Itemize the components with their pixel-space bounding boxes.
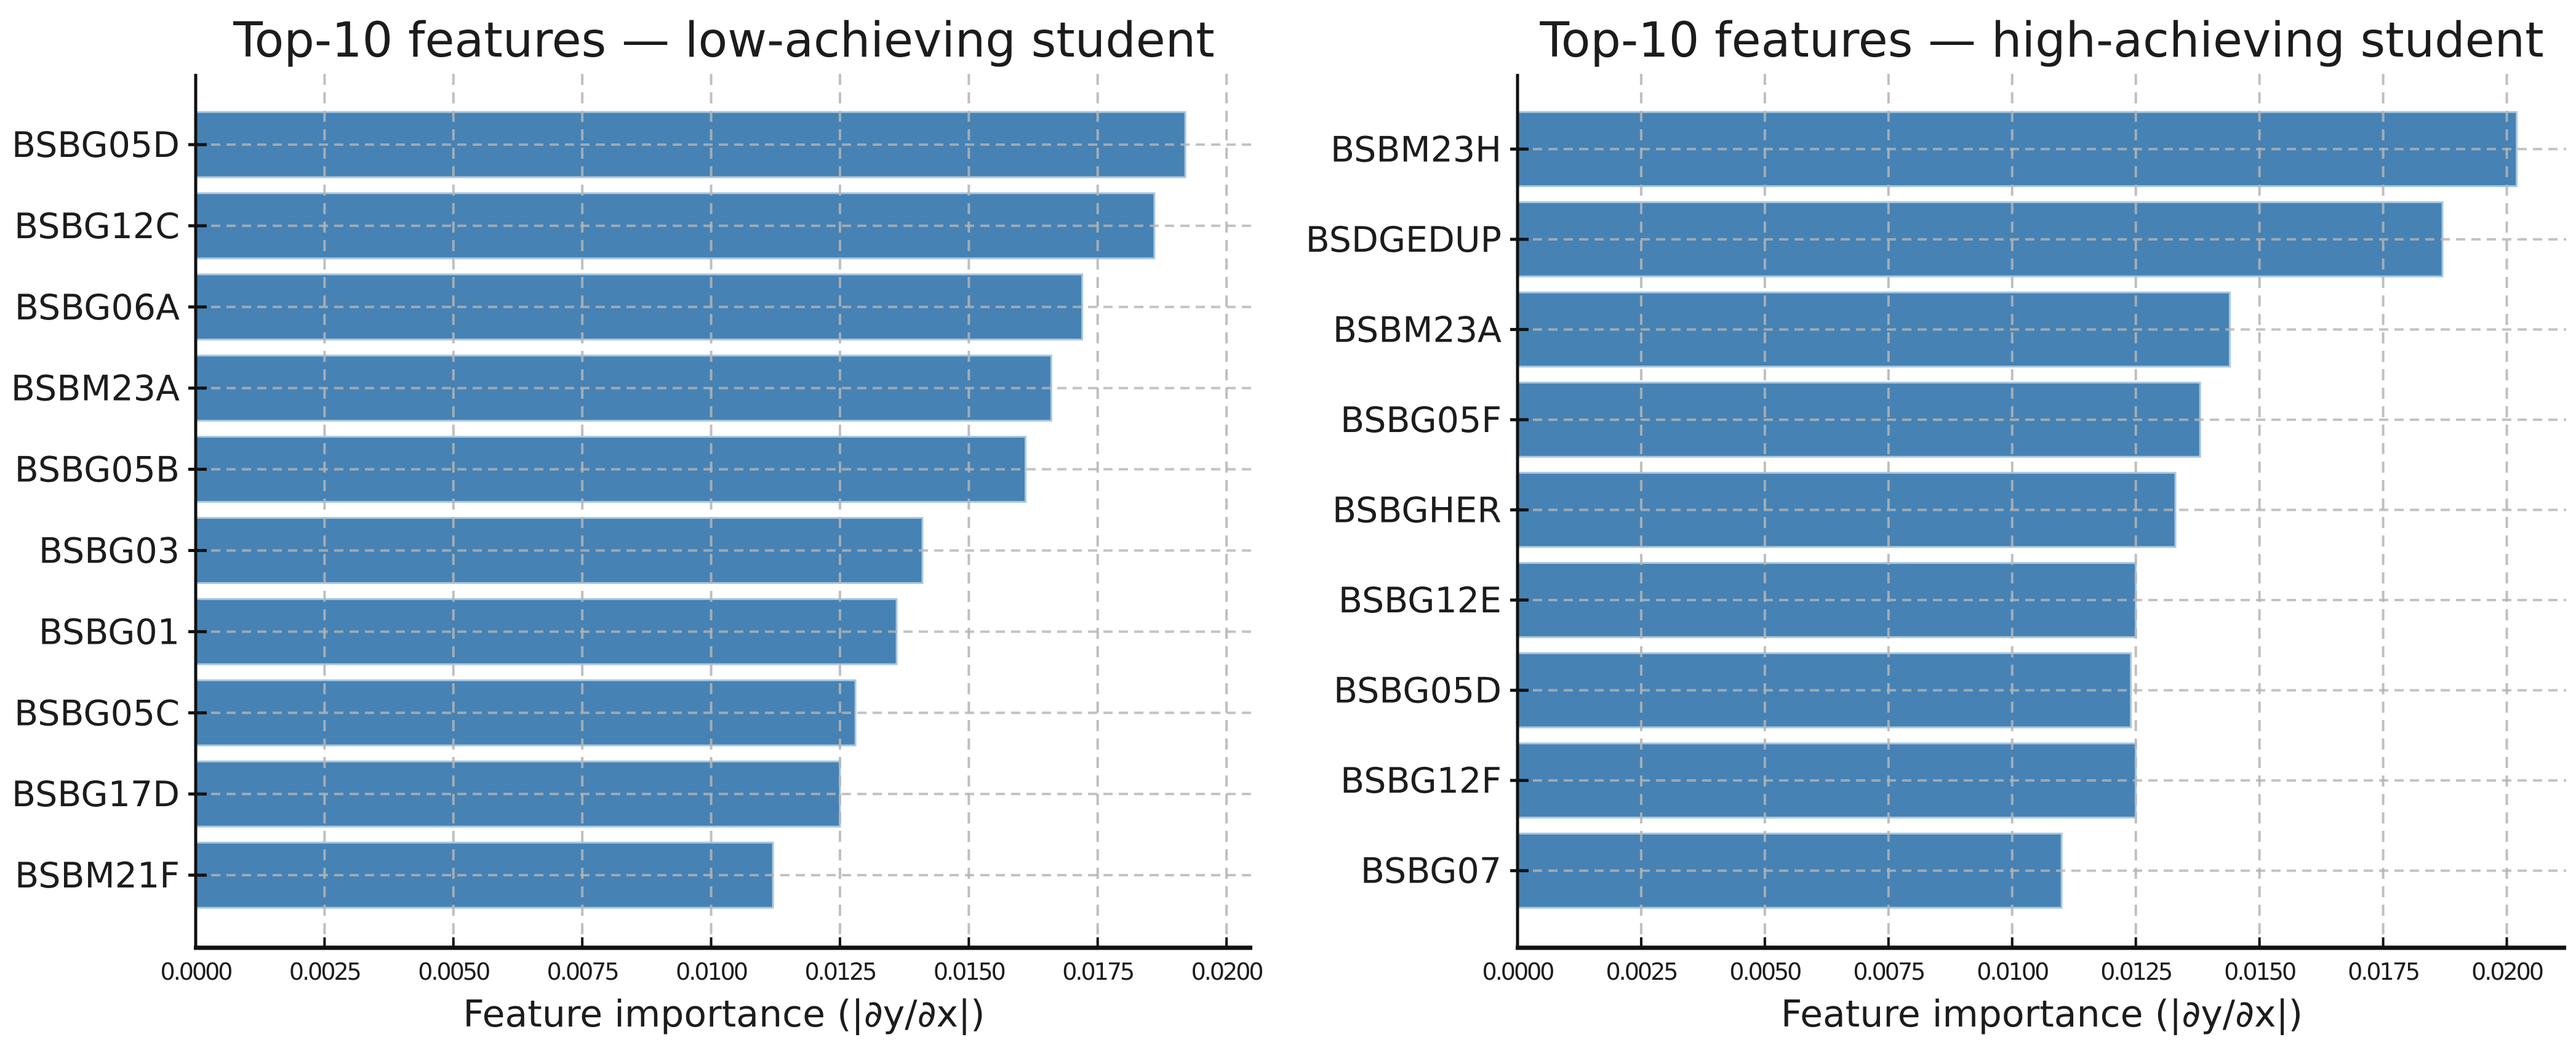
x-tick-label: 0.0175 <box>1062 958 1133 985</box>
y-category-label: BSBM21F <box>15 855 180 896</box>
x-tick-label: 0.0125 <box>2100 958 2171 985</box>
bar <box>1516 652 2132 729</box>
x-tick-label: 0.0125 <box>804 958 875 985</box>
x-tick-label: 0.0050 <box>418 958 489 985</box>
x-tick-label: 0.0150 <box>2224 958 2295 985</box>
x-tick-label: 0.0075 <box>1853 958 1924 985</box>
x-tick-label: 0.0200 <box>2471 958 2543 985</box>
x-tick-label: 0.0100 <box>1977 958 2048 985</box>
y-category-label: BSBM23A <box>11 369 180 409</box>
x-tick-label: 0.0100 <box>676 958 747 985</box>
bar <box>194 841 774 909</box>
y-category-label: BSBG05B <box>15 450 180 490</box>
x-axis-title: Feature importance (|∂y/∂x|) <box>1781 993 2303 1036</box>
y-category-label: BSBG03 <box>39 531 180 571</box>
x-tick-label: 0.0050 <box>1729 958 1801 985</box>
bar <box>194 760 841 828</box>
y-category-label: BSDGEDUP <box>1306 220 1502 260</box>
y-category-label: BSBM23H <box>1330 129 1502 170</box>
y-category-label: BSBG05D <box>12 125 180 166</box>
bar <box>194 273 1084 341</box>
bar <box>194 598 898 665</box>
y-category-label: BSBG05C <box>14 693 180 734</box>
y-category-label: BSBG01 <box>39 612 180 652</box>
chart-title: Top-10 features — high-achieving student <box>1539 13 2543 68</box>
y-category-label: BSBG12C <box>14 206 180 247</box>
x-tick-label: 0.0025 <box>289 958 360 985</box>
y-category-label: BSBM23A <box>1333 310 1502 350</box>
y-category-label: BSBG07 <box>1361 851 1502 892</box>
chart-title: Top-10 features — low-achieving student <box>233 13 1215 68</box>
y-category-label: BSBG12E <box>1338 580 1502 621</box>
y-category-label: BSBGHER <box>1332 490 1502 531</box>
x-tick-label: 0.0000 <box>1482 958 1554 985</box>
x-tick-label: 0.0175 <box>2348 958 2418 985</box>
bar <box>194 436 1026 503</box>
y-category-label: BSBG05D <box>1334 671 1502 711</box>
y-category-label: BSBG06A <box>15 287 180 328</box>
x-tick-label: 0.0075 <box>547 958 618 985</box>
chart-panel-low: 0.0000 0.0025 0.0050 0.0075 0.0100 0.0125 0.01… <box>11 13 1265 1036</box>
y-category-label: BSBG17D <box>12 774 180 815</box>
x-tick-label: 0.0150 <box>934 958 1005 985</box>
y-category-label: BSBG05F <box>1340 400 1502 441</box>
x-axis-title: Feature importance (|∂y/∂x|) <box>463 993 985 1036</box>
x-tick-label: 0.0000 <box>161 958 232 985</box>
x-tick-label: 0.0200 <box>1191 958 1263 985</box>
x-tick-label: 0.0025 <box>1606 958 1676 985</box>
y-category-label: BSBG12F <box>1340 761 1502 801</box>
chart-panel-high: 0.0000 0.0025 0.0050 0.0075 0.0100 0.0125 0.01… <box>1306 13 2566 1036</box>
